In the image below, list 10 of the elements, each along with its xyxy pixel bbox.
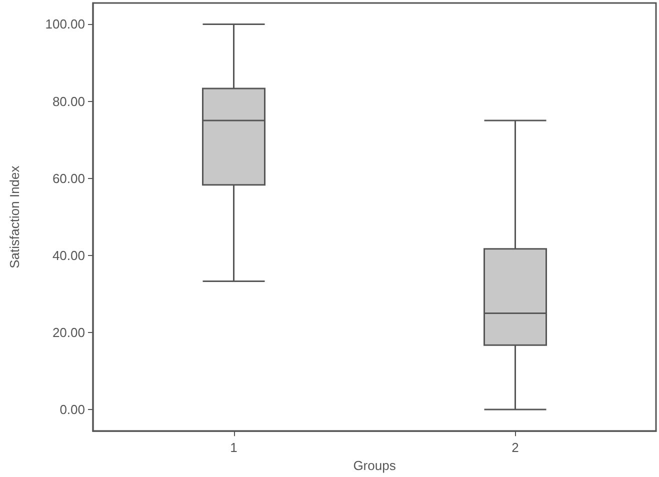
y-tick-label: 80.00 bbox=[52, 94, 85, 109]
x-axis-title: Groups bbox=[353, 458, 396, 473]
y-tick-label: 0.00 bbox=[60, 402, 85, 418]
y-tick-label: 20.00 bbox=[52, 324, 85, 340]
x-tick-label: 2 bbox=[512, 440, 519, 456]
y-axis-title: Satisfaction Index bbox=[7, 165, 22, 268]
x-tick-label: 1 bbox=[230, 440, 238, 456]
y-tick-label: 100.00 bbox=[45, 16, 85, 32]
y-tick-label: 40.00 bbox=[52, 248, 85, 263]
y-tick-label: 60.00 bbox=[52, 170, 85, 186]
